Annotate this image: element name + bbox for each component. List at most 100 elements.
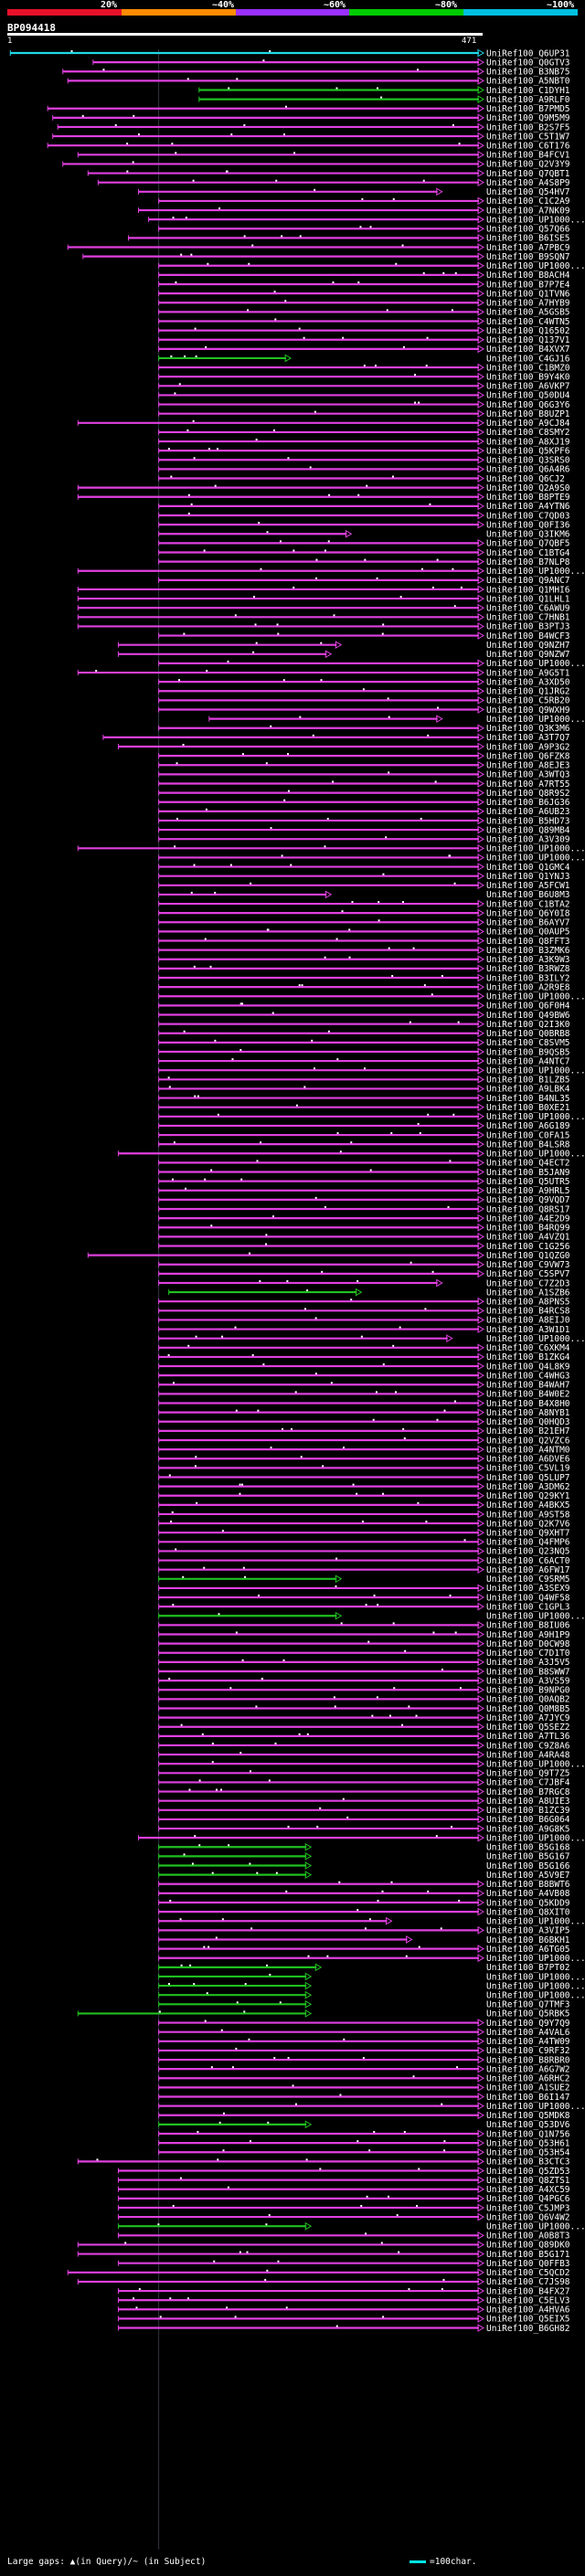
hit-label[interactable]: UniRef100_A8EIJ0 bbox=[486, 1316, 570, 1326]
hit-label[interactable]: UniRef100_C4WHG3 bbox=[486, 1371, 570, 1381]
hit-row[interactable]: UniRef100_B7PT02 bbox=[158, 1963, 570, 1973]
hit-row[interactable]: UniRef100_A4VAL6 bbox=[158, 2028, 570, 2038]
hit-label[interactable]: UniRef100_A9LBK4 bbox=[486, 1085, 570, 1095]
hit-row[interactable]: UniRef100_C1DYH1 bbox=[198, 86, 570, 96]
hit-row[interactable]: UniRef100_UP1000... bbox=[158, 1112, 585, 1122]
hit-label[interactable]: UniRef100_UP1000... bbox=[486, 1612, 585, 1622]
hit-row[interactable]: UniRef100_C8SVM5 bbox=[158, 1038, 570, 1048]
hit-row[interactable]: UniRef100_A4S8P9 bbox=[97, 178, 570, 188]
hit-label[interactable]: UniRef100_A3W1D1 bbox=[486, 1325, 570, 1335]
hit-row[interactable]: UniRef100_C7JBF4 bbox=[158, 1778, 570, 1788]
hit-row[interactable]: UniRef100_A4YTN6 bbox=[158, 502, 570, 512]
hit-label[interactable]: UniRef100_B4LSR8 bbox=[486, 1140, 570, 1150]
hit-row[interactable]: UniRef100_B6AYV7 bbox=[158, 918, 570, 928]
hit-label[interactable]: UniRef100_Q8XIT0 bbox=[486, 1907, 570, 1917]
hit-row[interactable]: UniRef100_UP1000... bbox=[158, 992, 585, 1002]
hit-row[interactable]: UniRef100_C1BTG4 bbox=[158, 548, 570, 558]
hit-row[interactable]: UniRef100_Q0FI36 bbox=[158, 520, 570, 530]
hit-label[interactable]: UniRef100_Q1GMC4 bbox=[486, 863, 570, 873]
hit-label[interactable]: UniRef100_A4XC59 bbox=[486, 2185, 570, 2195]
hit-row[interactable]: UniRef100_UP1000... bbox=[117, 2222, 585, 2232]
hit-row[interactable]: UniRef100_Q2V3Y9 bbox=[62, 160, 570, 170]
hit-row[interactable]: UniRef100_Q9XHT7 bbox=[158, 1529, 570, 1539]
hit-row[interactable]: UniRef100_B5G167 bbox=[158, 1852, 570, 1862]
hit-row[interactable]: UniRef100_Q137V1 bbox=[158, 335, 570, 345]
hit-row[interactable]: UniRef100_Q6FZK8 bbox=[158, 751, 570, 761]
hit-row[interactable]: UniRef100_B4WCF3 bbox=[158, 631, 570, 641]
hit-row[interactable]: UniRef100_B3PTJ3 bbox=[77, 622, 570, 632]
hit-label[interactable]: UniRef100_Q9VQD7 bbox=[486, 1195, 570, 1205]
hit-label[interactable]: UniRef100_Q6A4R6 bbox=[486, 465, 570, 475]
hit-label[interactable]: UniRef100_B8PTE9 bbox=[486, 493, 570, 503]
hit-row[interactable]: UniRef100_Q1LHL1 bbox=[77, 594, 570, 604]
hit-label[interactable]: UniRef100_B9Y4K0 bbox=[486, 373, 570, 383]
hit-label[interactable]: UniRef100_Q5LUP7 bbox=[486, 1473, 570, 1483]
hit-label[interactable]: UniRef100_C9RF32 bbox=[486, 2046, 570, 2056]
hit-label[interactable]: UniRef100_Q0BRB8 bbox=[486, 1029, 570, 1039]
hit-label[interactable]: UniRef100_Q8RS17 bbox=[486, 1204, 570, 1214]
hit-label[interactable]: UniRef100_Q0FI36 bbox=[486, 520, 570, 530]
hit-label[interactable]: UniRef100_A5NBT0 bbox=[486, 77, 570, 87]
hit-label[interactable]: UniRef100_A4NTC7 bbox=[486, 1056, 570, 1066]
hit-label[interactable]: UniRef100_A4YTN6 bbox=[486, 502, 570, 512]
hit-row[interactable]: UniRef100_A6RHC2 bbox=[158, 2074, 570, 2084]
hit-label[interactable]: UniRef100_Q9Y7Q9 bbox=[486, 2019, 570, 2029]
hit-row[interactable]: UniRef100_UP1000... bbox=[158, 1066, 585, 1076]
hit-label[interactable]: UniRef100_C7JBF4 bbox=[486, 1778, 570, 1788]
hit-row[interactable]: UniRef100_A9LBK4 bbox=[158, 1085, 570, 1095]
hit-row[interactable]: UniRef100_UP1000... bbox=[148, 215, 585, 225]
hit-label[interactable]: UniRef100_Q53DV6 bbox=[486, 2120, 570, 2130]
hit-label[interactable]: UniRef100_D0CW98 bbox=[486, 1639, 570, 1649]
hit-label[interactable]: UniRef100_A4BKX5 bbox=[486, 1500, 570, 1511]
hit-row[interactable]: UniRef100_Q4ECT2 bbox=[158, 1159, 570, 1169]
hit-label[interactable]: UniRef100_A4S8P9 bbox=[486, 178, 570, 188]
hit-label[interactable]: UniRef100_Q0HQD3 bbox=[486, 1417, 570, 1427]
hit-label[interactable]: UniRef100_UP1000... bbox=[486, 215, 585, 225]
hit-label[interactable]: UniRef100_B5HD73 bbox=[486, 816, 570, 826]
hit-label[interactable]: UniRef100_Q6V4W2 bbox=[486, 2212, 570, 2222]
hit-row[interactable]: UniRef100_UP1000... bbox=[117, 1150, 585, 1160]
hit-label[interactable]: UniRef100_Q4FMP6 bbox=[486, 1538, 570, 1548]
hit-label[interactable]: UniRef100_C1BMZ0 bbox=[486, 363, 570, 373]
hit-row[interactable]: UniRef100_A9G5T1 bbox=[77, 668, 570, 678]
hit-label[interactable]: UniRef100_A7HYB9 bbox=[486, 299, 570, 309]
hit-row[interactable]: UniRef100_Q2VZC6 bbox=[158, 1436, 570, 1446]
hit-row[interactable]: UniRef100_Q53H61 bbox=[158, 2138, 570, 2148]
hit-row[interactable]: UniRef100_Q4PGC6 bbox=[117, 2194, 570, 2204]
hit-row[interactable]: UniRef100_C0FA15 bbox=[158, 1130, 570, 1140]
hit-label[interactable]: UniRef100_B6JG36 bbox=[486, 798, 570, 808]
hit-label[interactable]: UniRef100_Q7QBT1 bbox=[486, 169, 570, 179]
hit-label[interactable]: UniRef100_B8UZP1 bbox=[486, 409, 570, 419]
hit-label[interactable]: UniRef100_Q137V1 bbox=[486, 335, 570, 345]
hit-label[interactable]: UniRef100_C9Z8A6 bbox=[486, 1741, 570, 1751]
hit-row[interactable]: UniRef100_B6BKH1 bbox=[158, 1935, 570, 1945]
hit-row[interactable]: UniRef100_B3ZMK6 bbox=[158, 946, 570, 956]
hit-row[interactable]: UniRef100_C4WHG3 bbox=[158, 1371, 570, 1381]
hit-row[interactable]: UniRef100_Q89DK0 bbox=[77, 2241, 570, 2251]
hit-label[interactable]: UniRef100_C7D1T0 bbox=[486, 1648, 570, 1659]
hit-label[interactable]: UniRef100_B6GH82 bbox=[486, 2324, 570, 2334]
hit-row[interactable]: UniRef100_A4NTC7 bbox=[158, 1056, 570, 1066]
hit-label[interactable]: UniRef100_C5QCD2 bbox=[486, 2268, 570, 2278]
hit-label[interactable]: UniRef100_Q5MDK8 bbox=[486, 2111, 570, 2121]
hit-row[interactable]: UniRef100_Q5UTR5 bbox=[158, 1177, 570, 1187]
hit-label[interactable]: UniRef100_Q16502 bbox=[486, 326, 570, 336]
hit-label[interactable]: UniRef100_C8SVM5 bbox=[486, 1038, 570, 1048]
hit-row[interactable]: UniRef100_A9CJ84 bbox=[77, 419, 570, 429]
hit-label[interactable]: UniRef100_B5G167 bbox=[486, 1852, 570, 1862]
hit-row[interactable]: UniRef100_Q2I3K0 bbox=[158, 1020, 570, 1030]
hit-row[interactable]: UniRef100_B9Y4K0 bbox=[158, 373, 570, 383]
hit-label[interactable]: UniRef100_UP1000... bbox=[486, 659, 585, 669]
hit-label[interactable]: UniRef100_B1ZC39 bbox=[486, 1806, 570, 1816]
hit-row[interactable]: UniRef100_A5FCW1 bbox=[158, 881, 570, 891]
hit-label[interactable]: UniRef100_C1BTG4 bbox=[486, 548, 570, 558]
hit-label[interactable]: UniRef100_A7RT55 bbox=[486, 779, 570, 790]
hit-label[interactable]: UniRef100_C7QD03 bbox=[486, 511, 570, 521]
hit-row[interactable]: UniRef100_Q1MHI6 bbox=[77, 585, 570, 595]
hit-row[interactable]: UniRef100_A4VZQ1 bbox=[158, 1233, 570, 1243]
hit-label[interactable]: UniRef100_UP1000... bbox=[486, 1954, 585, 1964]
hit-label[interactable]: UniRef100_Q6UP31 bbox=[486, 48, 570, 58]
hit-label[interactable]: UniRef100_Q6G3Y6 bbox=[486, 400, 570, 410]
hit-row[interactable]: UniRef100_B3ILY2 bbox=[158, 973, 570, 983]
hit-label[interactable]: UniRef100_Q2VZC6 bbox=[486, 1436, 570, 1446]
